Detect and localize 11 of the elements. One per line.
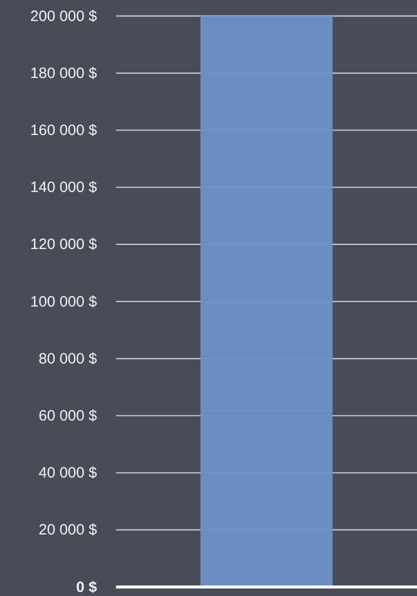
y-tick-label: 40 000 $ <box>38 464 98 482</box>
y-tick-label: 180 000 $ <box>30 64 98 82</box>
y-tick-label: 120 000 $ <box>30 236 98 254</box>
y-tick-label: 0 $ <box>76 578 98 596</box>
y-tick-label: 80 000 $ <box>38 350 98 368</box>
y-tick-label: 160 000 $ <box>30 122 98 139</box>
y-tick-label: 60 000 $ <box>38 408 98 424</box>
y-tick-label: 20 000 $ <box>38 522 98 539</box>
y-tick-label: 140 000 $ <box>30 179 98 196</box>
y-tick-label: 100 000 $ <box>30 293 98 310</box>
y-tick-label: 200 000 $ <box>30 8 98 25</box>
